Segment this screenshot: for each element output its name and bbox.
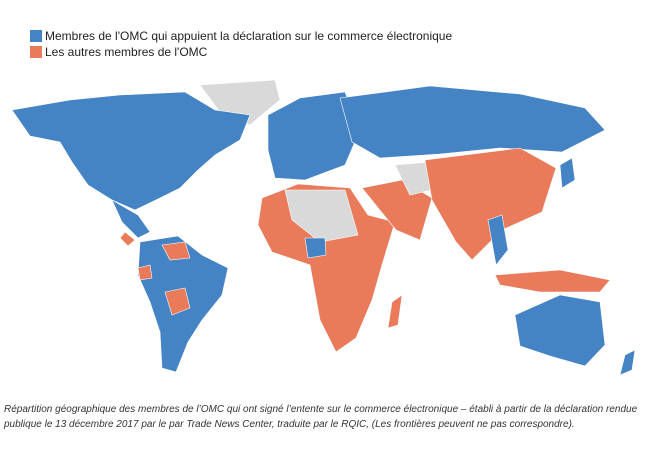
nigeria bbox=[304, 237, 327, 259]
legend-label: Les autres membres de l'OMC bbox=[45, 45, 208, 59]
legend: Membres de l'OMC qui appuient la déclara… bbox=[30, 28, 452, 60]
world-map bbox=[11, 79, 636, 376]
new-zealand bbox=[619, 349, 636, 376]
venezuela bbox=[161, 241, 191, 261]
caption: Répartition géographique des membres de … bbox=[4, 404, 638, 430]
southeast-asia bbox=[487, 214, 509, 266]
russia bbox=[339, 85, 606, 159]
greenland bbox=[199, 79, 281, 126]
legend-item: Les autres membres de l'OMC bbox=[30, 44, 452, 60]
madagascar bbox=[387, 294, 403, 329]
australia bbox=[514, 294, 606, 367]
japan bbox=[559, 157, 576, 189]
peru-region bbox=[137, 264, 153, 281]
asia-others bbox=[424, 147, 557, 261]
indonesia bbox=[494, 269, 611, 293]
central-america bbox=[111, 199, 151, 239]
bolivia bbox=[164, 287, 191, 316]
central-america-others bbox=[119, 231, 136, 247]
legend-label: Membres de l'OMC qui appuient la déclara… bbox=[45, 29, 453, 43]
legend-swatch bbox=[30, 46, 42, 58]
middle-east bbox=[361, 179, 433, 241]
legend-swatch bbox=[30, 30, 42, 42]
sahara bbox=[284, 189, 359, 243]
north-america bbox=[11, 91, 251, 211]
legend-item: Membres de l'OMC qui appuient la déclara… bbox=[30, 28, 452, 44]
africa bbox=[257, 183, 396, 353]
europe bbox=[267, 91, 361, 181]
